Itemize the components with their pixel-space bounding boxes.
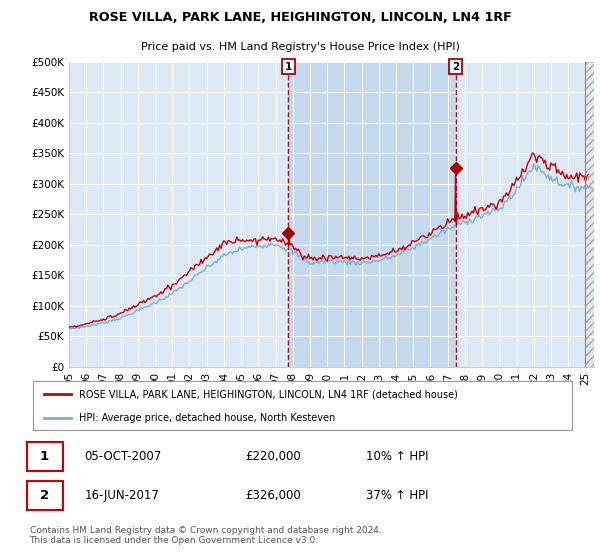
Text: Contains HM Land Registry data © Crown copyright and database right 2024.
This d: Contains HM Land Registry data © Crown c… [29, 525, 381, 545]
Text: 2: 2 [452, 62, 459, 72]
Text: 1: 1 [285, 62, 292, 72]
Text: £220,000: £220,000 [245, 450, 301, 463]
Text: 37% ↑ HPI: 37% ↑ HPI [366, 489, 429, 502]
Text: ROSE VILLA, PARK LANE, HEIGHINGTON, LINCOLN, LN4 1RF: ROSE VILLA, PARK LANE, HEIGHINGTON, LINC… [89, 11, 511, 24]
Text: 2: 2 [40, 489, 49, 502]
Text: HPI: Average price, detached house, North Kesteven: HPI: Average price, detached house, Nort… [79, 413, 335, 423]
FancyBboxPatch shape [27, 442, 62, 472]
Bar [586, 62, 594, 367]
Text: Price paid vs. HM Land Registry's House Price Index (HPI): Price paid vs. HM Land Registry's House … [140, 43, 460, 52]
Text: 05-OCT-2007: 05-OCT-2007 [85, 450, 162, 463]
FancyBboxPatch shape [33, 381, 572, 430]
Text: 1: 1 [40, 450, 49, 463]
Text: 16-JUN-2017: 16-JUN-2017 [85, 489, 160, 502]
Text: ROSE VILLA, PARK LANE, HEIGHINGTON, LINCOLN, LN4 1RF (detached house): ROSE VILLA, PARK LANE, HEIGHINGTON, LINC… [79, 389, 458, 399]
Text: 10% ↑ HPI: 10% ↑ HPI [366, 450, 429, 463]
Bar [289, 62, 455, 367]
FancyBboxPatch shape [27, 480, 62, 510]
Text: £326,000: £326,000 [245, 489, 301, 502]
